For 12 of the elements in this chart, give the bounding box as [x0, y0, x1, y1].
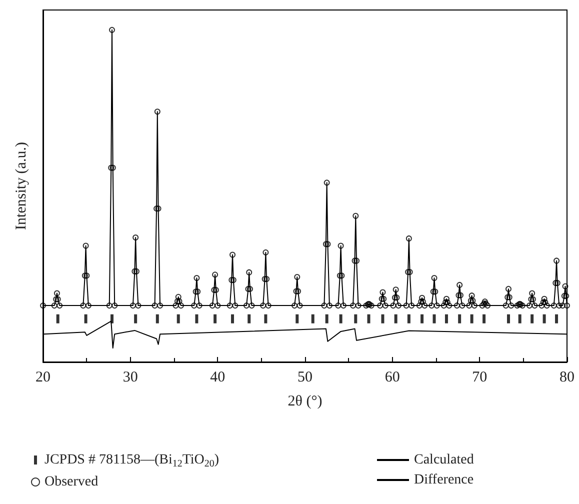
- x-tick-label: 40: [210, 370, 226, 386]
- legend-label: Calculated: [414, 452, 474, 468]
- y-axis-title: Intensity (a.u.): [14, 142, 30, 230]
- legend-label: Observed: [44, 474, 98, 490]
- x-tick-label: 80: [560, 370, 574, 386]
- x-tick-label: 20: [36, 370, 50, 386]
- x-tick-label: 60: [384, 370, 400, 386]
- legend-label: Difference: [414, 472, 474, 488]
- x-tick-label: 30: [122, 370, 138, 386]
- x-tick-label: 70: [472, 370, 488, 386]
- x-tick-label: 50: [298, 370, 312, 386]
- x-axis-title: 2θ (°): [288, 394, 322, 410]
